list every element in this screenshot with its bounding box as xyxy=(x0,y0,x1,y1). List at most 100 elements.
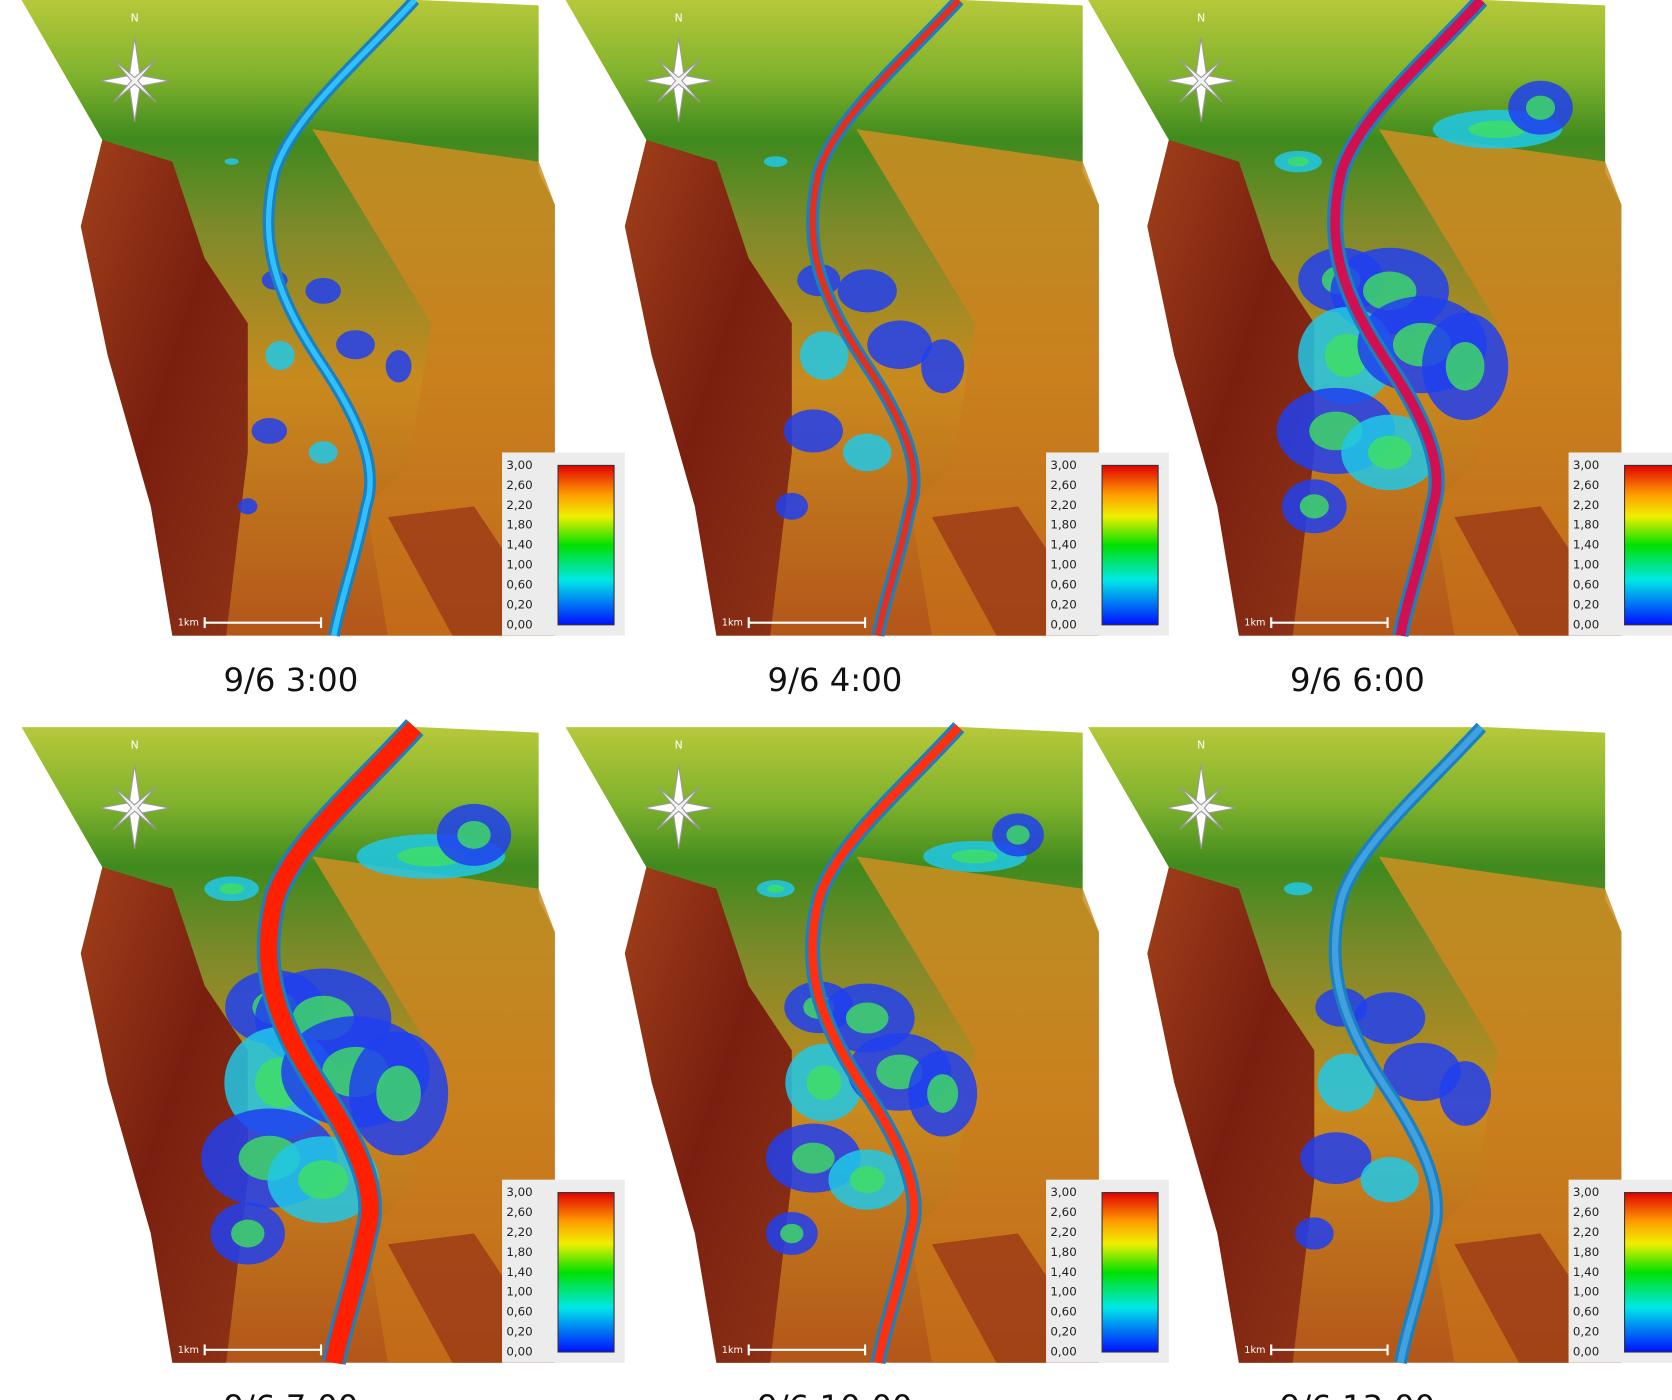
flood-area xyxy=(1274,80,1573,534)
flood-patch xyxy=(775,492,808,520)
legend: 3,00 2,60 2,20 1,80 1,40 1,00 0,60 0,20 0,00 xyxy=(1568,452,1672,636)
legend: 3,00 2,60 2,20 1,80 1,40 1,00 0,60 0,20 0,00 xyxy=(1568,1179,1672,1363)
flood-core xyxy=(1006,825,1030,845)
map-panel: N 1km 3,00 2,60 2,20 1,80 1,40 1,00 0,60 0,20 0,00 xyxy=(565,0,1169,637)
compass-label: N xyxy=(675,11,683,24)
map-panel: N 1km 3,00 2,60 2,20 1,80 1,40 1,00 0,60 0,20 0,00 xyxy=(21,719,625,1365)
hills xyxy=(624,140,792,636)
flood-core xyxy=(457,820,491,849)
legend-label: 1,40 xyxy=(1050,1265,1076,1279)
compass: N xyxy=(1166,738,1236,849)
figure-grid: N 1km 3,00 2,60 2,20 1,80 1,40 1,00 0,60 0,20 0,00… xyxy=(21,0,1672,1400)
flood-area xyxy=(756,813,1044,1256)
colorbar xyxy=(1101,464,1159,626)
hills xyxy=(80,140,248,636)
plateau xyxy=(856,129,1099,636)
legend-label: 2,20 xyxy=(1573,1225,1599,1239)
legend-label: 1,40 xyxy=(506,1265,532,1279)
compass-rose xyxy=(1179,58,1224,103)
hills xyxy=(1147,867,1315,1363)
river xyxy=(265,0,417,637)
legend-label: 0,60 xyxy=(1573,577,1599,591)
legend-label: 0,60 xyxy=(506,577,532,591)
compass-rose xyxy=(1179,786,1224,830)
colorbar xyxy=(1624,464,1672,626)
compass-label: N xyxy=(1197,738,1205,751)
compass-label: N xyxy=(131,11,139,24)
flood-area xyxy=(201,803,512,1265)
legend: 3,00 2,60 2,20 1,80 1,40 1,00 0,60 0,20 0,00 xyxy=(1046,452,1169,636)
legend-label: 1,80 xyxy=(506,518,532,532)
flood-core xyxy=(1525,95,1556,120)
flood-core xyxy=(1367,435,1412,470)
legend-label: 1,80 xyxy=(506,1245,532,1259)
legend-label: 0,20 xyxy=(1050,1325,1076,1339)
flood-patch xyxy=(251,417,288,444)
scale-label: 1km xyxy=(722,618,743,629)
caption: 9/6 3:00 xyxy=(223,661,358,699)
legend-label: 0,00 xyxy=(1050,1345,1076,1359)
river xyxy=(808,724,962,1364)
river xyxy=(809,0,962,637)
compass-rose xyxy=(112,786,157,830)
colorbar xyxy=(557,1192,615,1353)
compass-rose xyxy=(656,786,701,830)
flood-patch xyxy=(783,409,843,453)
flood-patch xyxy=(842,433,892,472)
flood-patch xyxy=(763,156,788,167)
legend-label: 1,80 xyxy=(1050,518,1076,532)
legend-label: 0,00 xyxy=(1050,617,1076,631)
hills xyxy=(1147,140,1315,636)
caption: 9/6 6:00 xyxy=(1290,661,1425,699)
scale-label: 1km xyxy=(1244,618,1265,629)
legend-label: 0,00 xyxy=(506,617,532,631)
legend-label: 2,20 xyxy=(1573,498,1599,512)
flood-patch xyxy=(837,269,897,313)
flood-core xyxy=(780,1223,804,1244)
legend-label: 1,00 xyxy=(1050,558,1076,572)
legend-label: 0,00 xyxy=(506,1345,532,1359)
compass-rose xyxy=(112,58,157,103)
legend-label: 0,20 xyxy=(506,597,532,611)
legend-label: 0,20 xyxy=(1573,1325,1599,1339)
flood-core xyxy=(219,883,244,895)
flood-patch xyxy=(1360,1157,1419,1203)
colorbar xyxy=(557,464,615,626)
flood-core xyxy=(845,1002,889,1034)
compass-label: N xyxy=(675,738,683,751)
legend-label: 1,80 xyxy=(1050,1245,1076,1259)
legend-label: 2,20 xyxy=(506,498,532,512)
legend: 3,00 2,60 2,20 1,80 1,40 1,00 0,60 0,20 0,00 xyxy=(1046,1179,1169,1363)
flood-patch xyxy=(308,441,338,464)
plateau xyxy=(1378,856,1622,1363)
flood-patch xyxy=(867,320,932,369)
caption: 9/6 7:00 xyxy=(223,1388,358,1400)
legend-label: 1,40 xyxy=(506,538,532,552)
legend-label: 2,20 xyxy=(1050,498,1076,512)
legend-label: 1,40 xyxy=(1573,538,1599,552)
scale-label: 1km xyxy=(178,1345,199,1356)
legend-label: 0,00 xyxy=(1573,617,1599,631)
scale-label: 1km xyxy=(178,618,199,629)
legend-label: 2,60 xyxy=(1050,1205,1076,1219)
legend-label: 1,00 xyxy=(506,558,532,572)
flood-core xyxy=(1468,120,1527,139)
flood-core xyxy=(767,884,785,893)
legend-label: 2,60 xyxy=(1573,478,1599,492)
flood-core xyxy=(298,1160,349,1200)
flood-area xyxy=(1283,882,1491,1250)
plateau xyxy=(312,129,555,636)
compass: N xyxy=(1166,11,1236,122)
flood-area xyxy=(224,158,412,515)
flood-patch xyxy=(224,158,239,165)
flood-patch xyxy=(336,330,375,360)
river xyxy=(259,721,422,1365)
colorbar xyxy=(1624,1192,1672,1353)
legend-label: 1,80 xyxy=(1573,1245,1599,1259)
legend-label: 2,20 xyxy=(506,1225,532,1239)
river xyxy=(1331,724,1484,1364)
legend: 3,00 2,60 2,20 1,80 1,40 1,00 0,60 0,20 0,00 xyxy=(502,452,625,636)
flood-core xyxy=(927,1074,959,1113)
compass-rose xyxy=(656,58,701,103)
